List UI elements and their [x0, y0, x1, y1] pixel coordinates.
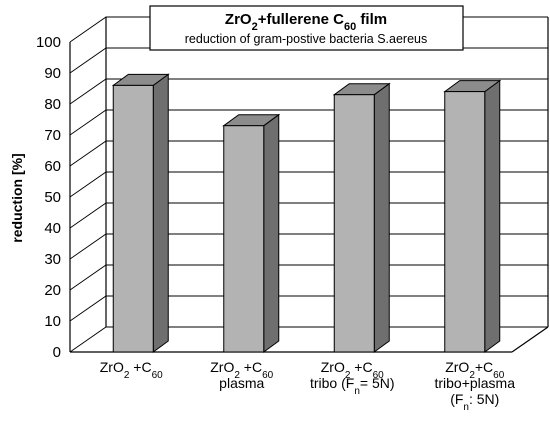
y-tick-label: 60	[44, 158, 61, 175]
bar	[111, 73, 170, 353]
category-label-line: plasma	[219, 375, 264, 391]
floor-right-edge	[511, 326, 549, 353]
bar	[443, 79, 502, 353]
y-tick-label: 20	[44, 282, 61, 299]
bar-front-face	[112, 84, 154, 353]
bar	[332, 82, 391, 353]
category-label-line: ZrO2+C60	[445, 359, 505, 381]
y-tick-label: 0	[53, 344, 61, 361]
bar-front-face	[333, 94, 375, 353]
y-tick-label: 30	[44, 251, 61, 268]
category-label-line: tribo (Fn= 5N)	[310, 375, 395, 397]
y-tick-label: 100	[36, 34, 61, 51]
bar-front-face	[223, 125, 265, 353]
y-tick-label: 50	[44, 189, 61, 206]
category-label-line: ZrO2 +C60	[210, 359, 273, 381]
bar-front-face	[444, 91, 486, 353]
gridline	[69, 47, 548, 74]
bar-side-face	[484, 79, 501, 353]
y-tick-labels: 0 10 20 30 40 50 60 70 80 90 100	[36, 34, 61, 361]
title-box: ZrO2+fullerene C60 film reduction of gra…	[149, 5, 464, 51]
y-tick-label: 10	[44, 313, 61, 330]
y-tick-label: 70	[44, 127, 61, 144]
category-label: ZrO2 +C60	[100, 359, 163, 381]
bar-side-face	[263, 113, 280, 353]
y-axis-label: reduction [%]	[9, 153, 25, 242]
y-tick-label: 40	[44, 220, 61, 237]
category-label-line: ZrO2 +C60	[321, 359, 384, 381]
y-tick-label: 80	[44, 96, 61, 113]
bar-side-face	[152, 73, 169, 353]
grid-layer	[69, 16, 549, 353]
bars-layer	[111, 73, 502, 353]
bar	[222, 113, 281, 353]
bar-side-face	[373, 82, 390, 353]
category-label-line: tribo+plasma	[434, 375, 515, 391]
y-tick-label: 90	[44, 65, 61, 82]
chart-subtitle: reduction of gram-postive bacteria S.aer…	[185, 32, 428, 46]
category-label-line: (Fn: 5N)	[450, 391, 499, 413]
category-label-line: ZrO2 +C60	[100, 359, 163, 381]
chart-title: ZrO2+fullerene C60 film	[225, 11, 387, 33]
